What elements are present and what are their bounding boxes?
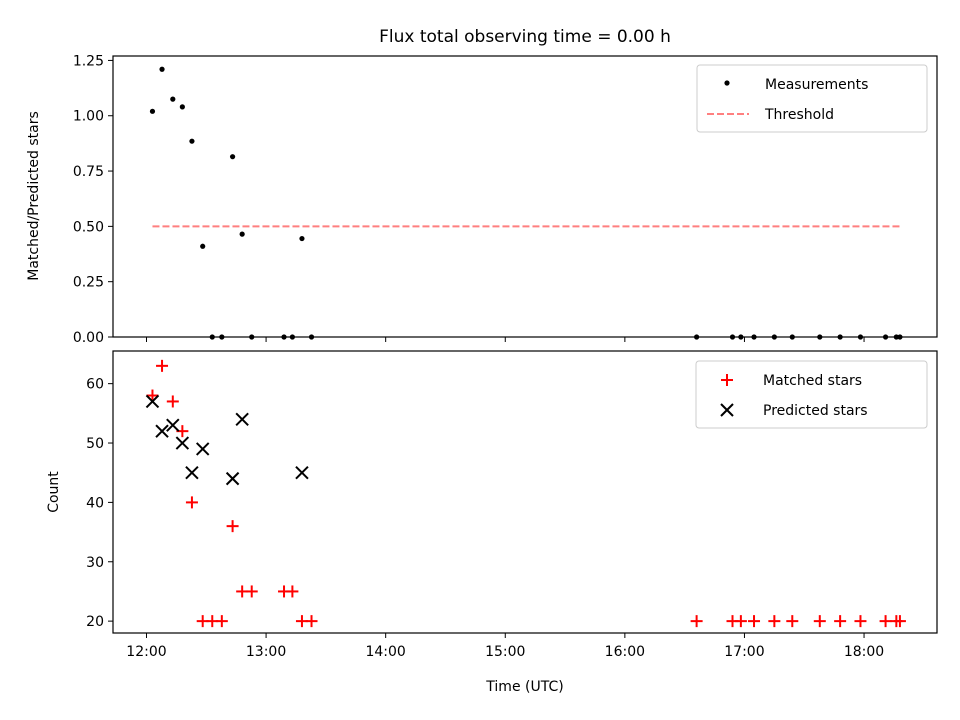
x-tick-label: 16:00 — [605, 644, 645, 660]
measurement-point — [179, 104, 185, 110]
legend-threshold-label: Threshold — [764, 107, 834, 123]
chart-title: Flux total observing time = 0.00 h — [379, 27, 671, 47]
ratio-panel-ticks: 0.00 0.25 0.50 0.75 1.00 1.25 — [73, 53, 865, 346]
count-legend-box — [695, 360, 928, 429]
x-tick-label: 13:00 — [246, 644, 286, 660]
x-tick-label: 17:00 — [724, 644, 764, 660]
legend-matched-label: Matched stars — [763, 373, 862, 389]
matched-star-point — [768, 615, 781, 628]
matched-star-point — [166, 395, 179, 408]
ratio-y-axis-label: Matched/Predicted stars — [26, 111, 42, 281]
matched-star-point — [156, 359, 169, 372]
legend-measurements-label: Measurements — [765, 77, 868, 93]
matched-star-point — [305, 615, 318, 628]
predicted-star-point — [145, 394, 160, 409]
predicted-star-point — [175, 436, 190, 450]
measurement-point — [239, 231, 245, 237]
matched-star-point — [879, 615, 892, 628]
predicted-star-point — [235, 412, 249, 426]
measurement-point — [159, 66, 165, 72]
legend-measurements-marker — [724, 80, 730, 86]
count-panel-series — [145, 359, 906, 628]
ratio-y-tick-label: 0.50 — [73, 219, 104, 235]
matched-star-point — [813, 615, 826, 628]
predicted-star-point — [195, 442, 210, 456]
matched-star-point — [854, 615, 867, 628]
predicted-star-point — [155, 424, 169, 438]
matched-star-point — [834, 615, 847, 628]
count-y-tick-label: 40 — [86, 495, 104, 511]
measurement-point — [200, 243, 206, 249]
x-tick-label: 14:00 — [365, 644, 405, 660]
ratio-y-tick-label: 0.25 — [73, 275, 104, 291]
ratio-legend-box — [696, 64, 928, 133]
count-legend: Matched stars Predicted stars — [695, 360, 928, 429]
matched-star-point — [690, 615, 703, 628]
matched-star-point — [893, 615, 906, 628]
count-y-axis-label: Count — [46, 471, 62, 513]
legend-predicted-label: Predicted stars — [763, 403, 868, 419]
legend-predicted-marker — [720, 403, 734, 417]
matched-star-point — [185, 496, 198, 509]
legend-matched-marker — [721, 374, 733, 386]
ratio-panel: Flux total observing time = 0.00 h 0.000… — [26, 27, 938, 346]
measurement-point — [170, 96, 176, 102]
matched-star-point — [748, 615, 761, 628]
predicted-star-point — [225, 471, 240, 486]
measurement-point — [189, 138, 195, 144]
ratio-y-tick-label: 0.75 — [73, 164, 104, 180]
matched-star-point — [734, 615, 747, 628]
x-tick-label: 12:00 — [126, 644, 166, 660]
predicted-star-point — [295, 465, 309, 480]
count-panel: 20 30 40 50 60 12:00 13:00 14:00 15:00 16:00 17:00… — [46, 350, 938, 695]
x-tick-label: 15:00 — [485, 644, 525, 660]
matched-star-point — [786, 615, 799, 628]
count-y-tick-label: 60 — [86, 377, 104, 393]
measurement-point — [229, 154, 236, 160]
count-y-tick-label: 20 — [86, 614, 104, 630]
matched-star-point — [245, 585, 258, 598]
count-y-tick-label: 30 — [86, 555, 104, 571]
count-panel-ticks: 20 30 40 50 60 12:00 13:00 14:00 15:00 16:00 17:00… — [86, 377, 884, 660]
ratio-y-tick-label: 0.00 — [73, 330, 104, 346]
count-y-tick-label: 50 — [86, 436, 104, 452]
matched-star-point — [226, 520, 239, 533]
count-panel-frame — [112, 350, 938, 634]
measurement-point — [149, 108, 156, 114]
matched-star-point — [286, 585, 299, 598]
matched-star-point — [146, 389, 159, 402]
ratio-y-tick-label: 1.25 — [73, 53, 104, 69]
ratio-y-tick-label: 1.00 — [73, 109, 104, 125]
x-axis-label: Time (UTC) — [485, 679, 563, 695]
measurement-point — [299, 235, 305, 242]
predicted-star-point — [185, 465, 199, 480]
ratio-legend: Measurements Threshold — [696, 64, 928, 133]
x-tick-label: 18:00 — [844, 644, 884, 660]
ratio-panel-frame — [112, 55, 938, 338]
predicted-star-point — [166, 418, 180, 432]
matched-star-point — [215, 615, 228, 628]
